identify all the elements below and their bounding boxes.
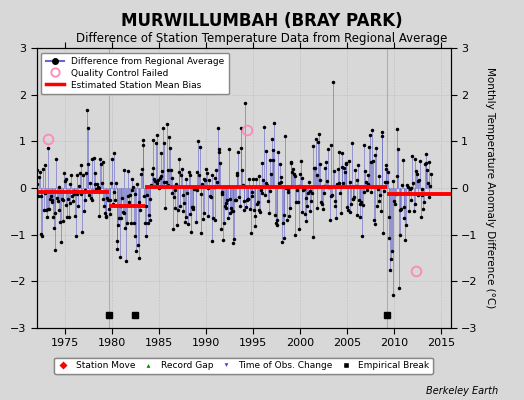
Y-axis label: Monthly Temperature Anomaly Difference (°C): Monthly Temperature Anomaly Difference (…	[485, 67, 495, 309]
Text: MURWILLUMBAH (BRAY PARK): MURWILLUMBAH (BRAY PARK)	[121, 12, 403, 30]
Legend: Station Move, Record Gap, Time of Obs. Change, Empirical Break: Station Move, Record Gap, Time of Obs. C…	[54, 358, 433, 374]
Text: Berkeley Earth: Berkeley Earth	[425, 386, 498, 396]
Text: Difference of Station Temperature Data from Regional Average: Difference of Station Temperature Data f…	[77, 32, 447, 45]
